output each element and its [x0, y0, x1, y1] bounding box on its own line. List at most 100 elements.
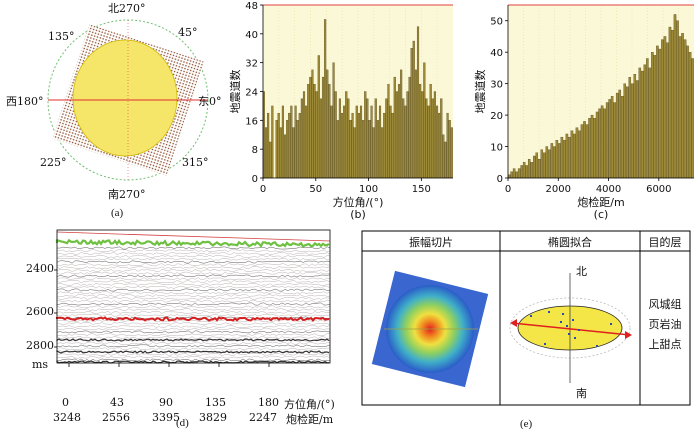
seismic-trace [56, 271, 331, 275]
y-axis-label: 地震道数 [228, 70, 242, 114]
histogram-bar [618, 89, 621, 179]
histogram-bar [332, 62, 335, 179]
histogram-bar [666, 42, 669, 179]
histogram-bar [353, 127, 356, 179]
histogram-bar [688, 52, 692, 179]
histogram-bar [580, 124, 584, 179]
dark-horizon [56, 338, 330, 342]
histogram-bar [448, 120, 451, 179]
histogram-bar [646, 58, 649, 179]
histogram-bar [376, 120, 379, 179]
ellipse-fit-plot [509, 273, 632, 383]
seismic-trace [56, 358, 331, 362]
histogram-bar [555, 140, 559, 179]
histogram-bar [402, 98, 405, 179]
x-tick-label: 6000 [646, 184, 671, 195]
histogram-bar [296, 120, 299, 179]
histogram-bar [431, 98, 434, 179]
seismic-trace [56, 296, 331, 300]
seismic-trace [56, 277, 331, 281]
seismic-trace [56, 319, 331, 323]
caption: (c) [594, 208, 609, 221]
histogram-bar [357, 112, 360, 179]
x-axis-label: 方位角/(°) [333, 195, 384, 209]
seismic-trace [56, 260, 331, 264]
histogram-bar [532, 155, 536, 179]
histogram-bar [573, 133, 576, 179]
x-tick-label: 0 [260, 184, 266, 195]
histogram-bar [625, 86, 629, 179]
histogram-bar [324, 19, 327, 179]
histogram-bar [545, 146, 549, 179]
seismic-trace [56, 341, 331, 345]
histogram-bar [648, 67, 652, 179]
histogram-bar [336, 120, 339, 179]
histogram-bar [378, 105, 382, 179]
y-axis-label: 地震道数 [473, 70, 487, 114]
histogram-bar [340, 112, 344, 179]
histogram-bar [525, 165, 528, 179]
histogram-bar [395, 91, 398, 179]
offset-tick-5: 2247 [249, 411, 277, 424]
x-tick-label: 4000 [596, 184, 621, 195]
histogram-bar [414, 69, 417, 179]
ellipse-north-label: 北 [576, 265, 587, 278]
seismic-trace [56, 288, 331, 292]
histogram-bar [347, 98, 350, 179]
histogram-bar [628, 77, 632, 179]
histogram-bar [595, 111, 599, 179]
histogram-bar [668, 26, 672, 179]
az225-label: 225° [40, 156, 67, 169]
table-grid [361, 230, 691, 406]
panel-d: 2400 2600 2800 ms 0 43 90 135 180 方位角/(°… [0, 225, 340, 434]
histogram-bar [633, 74, 637, 179]
histogram-bar [691, 58, 694, 179]
histogram-bar [568, 136, 571, 179]
histogram-bar [311, 69, 314, 179]
header-amplitude-slice: 振幅切片 [409, 236, 453, 249]
histogram-bar [605, 102, 609, 179]
histogram-bar [515, 171, 518, 179]
histogram-bar [288, 112, 291, 179]
histogram-bar [425, 98, 428, 179]
histogram-bar [387, 84, 390, 179]
seismic-trace [56, 246, 331, 250]
seismic-trace [56, 305, 331, 309]
histogram-bar [393, 76, 396, 179]
histogram-bar [593, 118, 596, 179]
histogram-bar [305, 105, 308, 179]
principal-axis [511, 322, 631, 336]
red-target-horizon [56, 316, 330, 323]
histogram-bar [450, 127, 453, 179]
azimuth-axis-label: 方位角/(°) [284, 398, 335, 411]
x-tick-label: 0 [505, 184, 511, 195]
target-line-1: 风城组 [648, 298, 682, 311]
y-tick-label: 0 [252, 174, 258, 185]
seismic-trace [56, 302, 331, 306]
histogram-bar [623, 83, 626, 179]
x-tick-label: 2000 [546, 184, 571, 195]
caption-d: (d) [176, 417, 189, 429]
y-tick-2600: 2600 [26, 305, 54, 318]
histogram-bar [319, 98, 322, 179]
histogram-bar [302, 91, 306, 179]
histogram-bar [385, 98, 388, 179]
histogram-bar [364, 91, 367, 179]
azimuth-tick-135: 135 [205, 396, 226, 409]
histogram-bar [608, 99, 611, 179]
y-tick-2400: 2400 [26, 262, 54, 275]
histogram-bar [583, 121, 586, 179]
seismic-trace [56, 347, 331, 351]
panel-a: 北270° 135° 45° 西180° 东0° 225° 315° 南270°… [0, 0, 222, 225]
histogram-bar [631, 83, 634, 179]
y-tick-label: 40 [490, 48, 503, 59]
histogram-bar [638, 67, 642, 179]
histogram-bar [663, 36, 667, 179]
panel-e: 振幅切片 椭圆拟合 目的层 [340, 225, 700, 434]
histogram-bar [321, 76, 325, 179]
histogram-bar [423, 62, 426, 179]
histogram-bar [613, 102, 616, 179]
histogram-bar [600, 105, 604, 179]
histogram-bar [372, 127, 375, 179]
y-tick-label: 48 [245, 1, 258, 12]
